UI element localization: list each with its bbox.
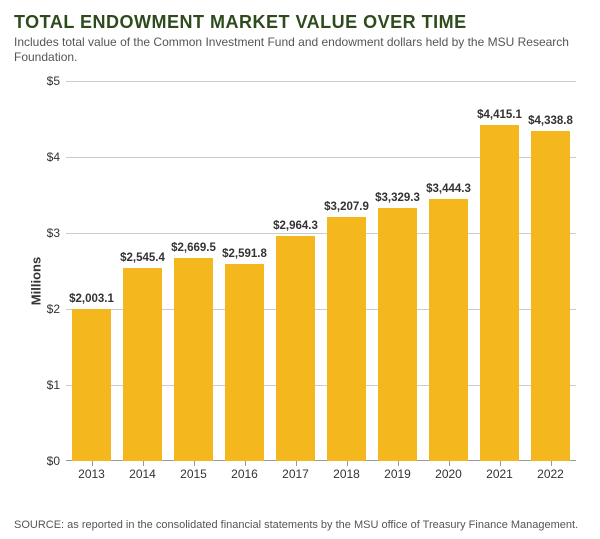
chart-title: TOTAL ENDOWMENT MARKET VALUE OVER TIME bbox=[14, 12, 586, 33]
bars: $2,003.1 $2,545.4 $2,669.5 $2,591.8 $2,964.3… bbox=[66, 81, 576, 461]
bar-group: $3,329.3 bbox=[378, 81, 418, 461]
bar-label: $2,545.4 bbox=[120, 252, 165, 264]
source-text: SOURCE: as reported in the consolidated … bbox=[14, 519, 586, 533]
ytick-label: $0 bbox=[47, 454, 60, 468]
xtick bbox=[143, 461, 144, 466]
xtick-label: 2022 bbox=[537, 467, 564, 481]
bar: $3,444.3 bbox=[429, 199, 469, 461]
bar: $3,207.9 bbox=[327, 217, 367, 461]
xtick bbox=[245, 461, 246, 466]
bar-group: $2,964.3 bbox=[276, 81, 316, 461]
bar: $2,545.4 bbox=[123, 268, 163, 461]
bar: $4,338.8 bbox=[531, 131, 571, 461]
bar: $2,964.3 bbox=[276, 236, 316, 461]
bar-group: $4,415.1 bbox=[480, 81, 520, 461]
xtick-label: 2021 bbox=[486, 467, 513, 481]
xtick-label: 2017 bbox=[282, 467, 309, 481]
bar-group: $3,444.3 bbox=[429, 81, 469, 461]
bar-group: $4,338.8 bbox=[531, 81, 571, 461]
xtick-label: 2014 bbox=[129, 467, 156, 481]
bar-group: $2,545.4 bbox=[123, 81, 163, 461]
bar-group: $2,591.8 bbox=[225, 81, 265, 461]
bar-label: $4,338.8 bbox=[528, 115, 573, 127]
xtick bbox=[551, 461, 552, 466]
xtick-label: 2019 bbox=[384, 467, 411, 481]
xtick bbox=[347, 461, 348, 466]
bar-label: $3,329.3 bbox=[375, 192, 420, 204]
ytick-label: $4 bbox=[47, 150, 60, 164]
bar-label: $4,415.1 bbox=[477, 109, 522, 121]
bar: $3,329.3 bbox=[378, 208, 418, 461]
xtick bbox=[449, 461, 450, 466]
bar: $2,669.5 bbox=[174, 258, 214, 461]
ytick-label: $1 bbox=[47, 378, 60, 392]
xtick-label: 2015 bbox=[180, 467, 207, 481]
xtick bbox=[194, 461, 195, 466]
bar-group: $2,003.1 bbox=[72, 81, 112, 461]
ytick-label: $2 bbox=[47, 302, 60, 316]
chart-container: Millions $0$1$2$3$4$5$2,003.1$2,545.4$2,… bbox=[14, 71, 586, 491]
bar-group: $3,207.9 bbox=[327, 81, 367, 461]
bar: $4,415.1 bbox=[480, 125, 520, 461]
plot-area: $0$1$2$3$4$5$2,003.1$2,545.4$2,669.5$2,5… bbox=[66, 81, 576, 461]
bar-label: $2,003.1 bbox=[69, 293, 114, 305]
chart-page: TOTAL ENDOWMENT MARKET VALUE OVER TIME I… bbox=[0, 0, 600, 539]
bar-label: $3,207.9 bbox=[324, 201, 369, 213]
bar-group: $2,669.5 bbox=[174, 81, 214, 461]
xtick-label: 2016 bbox=[231, 467, 258, 481]
xtick bbox=[92, 461, 93, 466]
bar-label: $2,669.5 bbox=[171, 242, 216, 254]
xtick bbox=[500, 461, 501, 466]
bar-label: $3,444.3 bbox=[426, 183, 471, 195]
xtick bbox=[398, 461, 399, 466]
bar: $2,003.1 bbox=[72, 309, 112, 461]
xtick-label: 2020 bbox=[435, 467, 462, 481]
xtick-label: 2013 bbox=[78, 467, 105, 481]
xtick bbox=[296, 461, 297, 466]
xtick-label: 2018 bbox=[333, 467, 360, 481]
ytick-label: $3 bbox=[47, 226, 60, 240]
bar-label: $2,964.3 bbox=[273, 220, 318, 232]
bar-label: $2,591.8 bbox=[222, 248, 267, 260]
y-axis-label: Millions bbox=[29, 257, 44, 305]
chart-subtitle: Includes total value of the Common Inves… bbox=[14, 35, 574, 65]
ytick-label: $5 bbox=[47, 74, 60, 88]
bar: $2,591.8 bbox=[225, 264, 265, 461]
